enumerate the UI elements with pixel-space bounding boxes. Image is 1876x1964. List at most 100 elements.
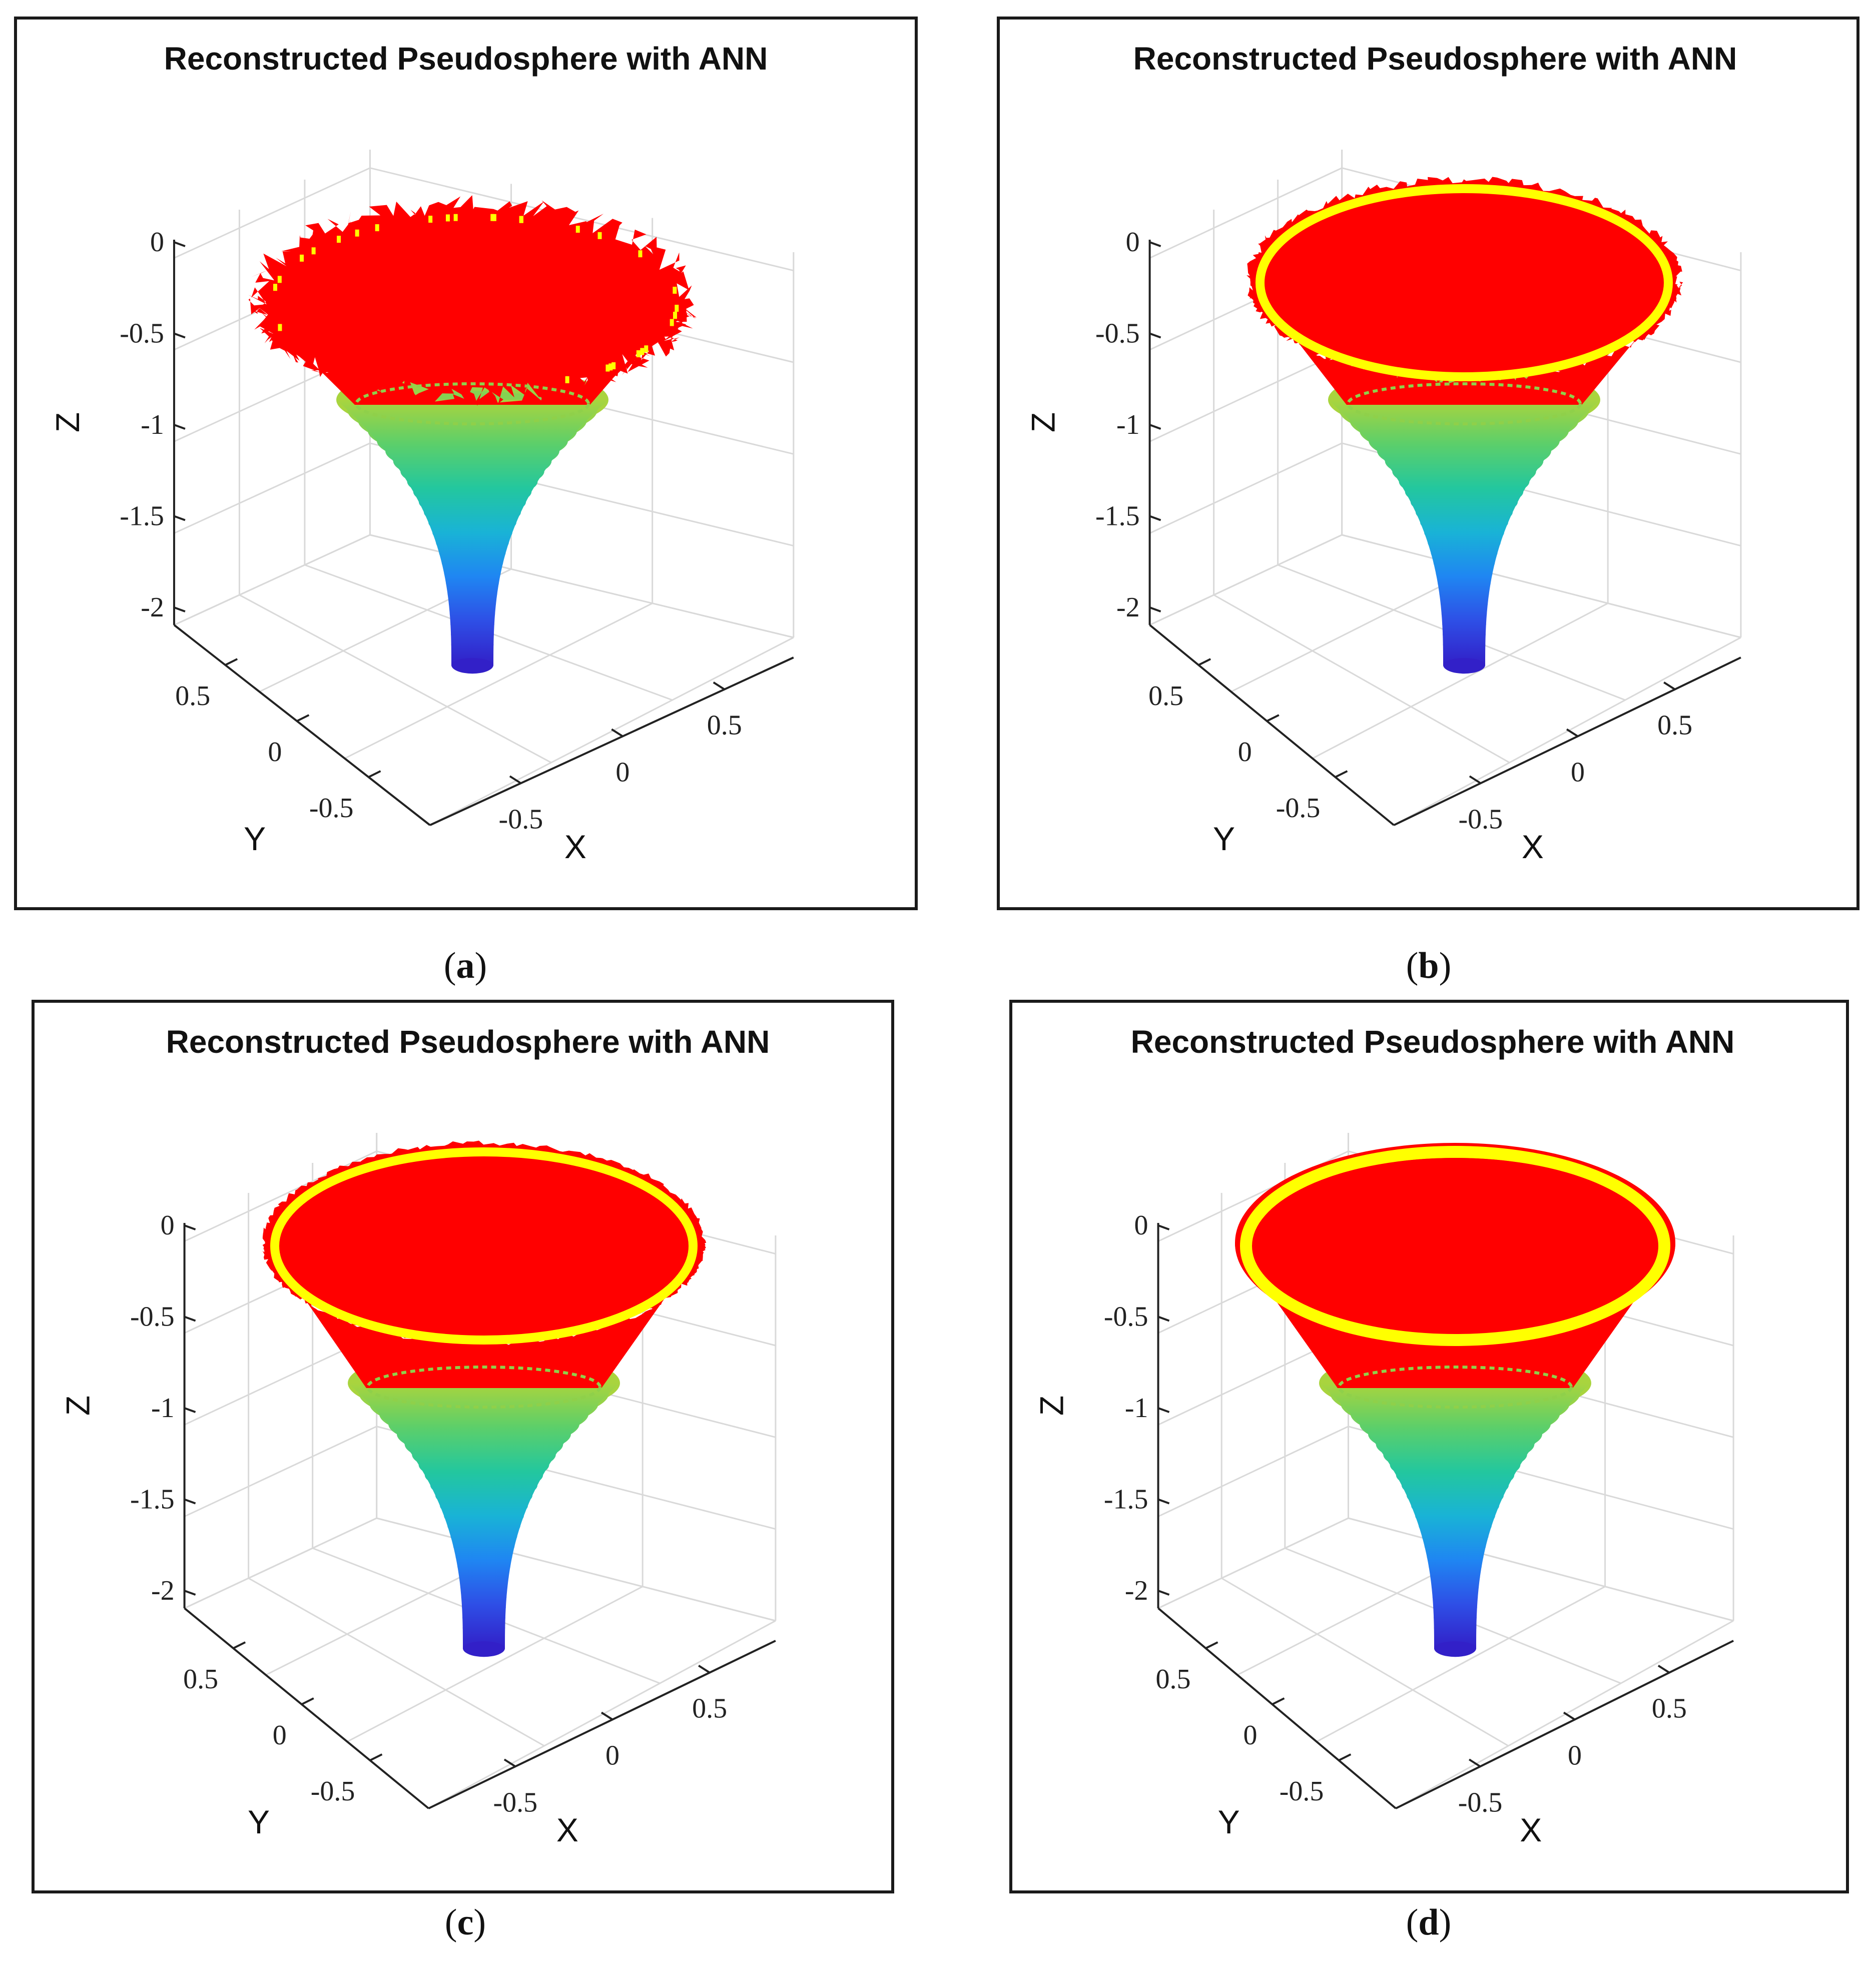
- grid-line: [1157, 1517, 1349, 1609]
- z-tick-label: 0: [161, 1210, 175, 1241]
- surface-body: [1319, 1383, 1591, 1648]
- surface-speckle: [638, 250, 643, 258]
- z-tick: [184, 1407, 196, 1413]
- surface-speckle: [311, 247, 316, 255]
- z-tick: [184, 1498, 196, 1505]
- surface-transition: [1338, 1366, 1573, 1409]
- surface-ring: [1240, 1146, 1670, 1346]
- y-axis-label: Y: [1213, 820, 1235, 857]
- x-tick-label: 0.5: [692, 1693, 727, 1724]
- chart-b: Reconstructed Pseudosphere with ANN 0 -0.5…: [1025, 41, 1742, 865]
- surface-speckle: [565, 376, 569, 383]
- caption-a: (a): [443, 945, 487, 986]
- axes: [1157, 1223, 1734, 1809]
- grid: [1157, 1133, 1734, 1809]
- grid-line: [1149, 534, 1343, 626]
- z-tick-label: -1: [151, 1393, 175, 1424]
- surface-transition: [1347, 382, 1582, 425]
- x-axis: [1395, 1640, 1734, 1809]
- chart-title: Reconstructed Pseudosphere with ANN: [166, 1024, 770, 1060]
- z-tick-label: -0.5: [130, 1301, 175, 1333]
- pseudosphere-surface: [1246, 177, 1683, 674]
- z-tick-label: -2: [1125, 1575, 1148, 1606]
- surface-speckle: [519, 216, 523, 223]
- x-tick: [600, 1711, 613, 1721]
- surface-speckle: [337, 236, 341, 243]
- surface-speckle: [670, 319, 674, 326]
- surface-body: [348, 1383, 620, 1648]
- surface-speckle: [644, 345, 649, 353]
- z-tick-label: 0: [1126, 227, 1140, 258]
- surface-neck: [463, 1641, 505, 1655]
- y-tick: [1205, 1641, 1218, 1649]
- y-tick: [301, 1697, 314, 1705]
- x-tick-label: 0.5: [1657, 710, 1692, 741]
- z-tick-label: -1: [1125, 1393, 1148, 1424]
- y-tick-label: 0.5: [183, 1664, 218, 1695]
- surface-speckle: [636, 350, 641, 357]
- z-tick-label: -1.5: [120, 501, 164, 532]
- surface-speckle: [611, 362, 616, 370]
- surface-speckle: [300, 254, 304, 262]
- surface-speckle: [490, 214, 495, 221]
- grid-line: [174, 534, 371, 626]
- surface-top: [285, 1158, 683, 1328]
- y-axis-label: Y: [1218, 1803, 1240, 1840]
- x-axis-label: X: [556, 1811, 578, 1848]
- z-axis-label: Z: [49, 412, 86, 432]
- y-axis: [1157, 1607, 1397, 1809]
- z-tick: [1149, 515, 1161, 521]
- z-tick-label: -2: [141, 592, 164, 623]
- x-tick-label: -0.5: [1459, 804, 1503, 835]
- y-tick-label: 0: [1243, 1720, 1257, 1751]
- y-tick: [1266, 714, 1280, 722]
- y-tick: [368, 770, 381, 778]
- surface-speckle: [428, 216, 433, 223]
- grid-line: [1157, 1426, 1734, 1530]
- y-axis: [173, 624, 431, 826]
- panel-b: Reconstructed Pseudosphere with ANN 0 -0.5…: [997, 17, 1859, 910]
- x-tick-label: -0.5: [499, 804, 543, 835]
- z-tick: [174, 241, 186, 247]
- z-axis-label: Z: [1025, 412, 1062, 432]
- y-tick: [1335, 770, 1348, 778]
- y-axis: [184, 1607, 429, 1809]
- chart-a: Reconstructed Pseudosphere with ANN 0 -0.5…: [49, 41, 795, 865]
- grid-line: [174, 442, 794, 547]
- y-tick: [1338, 1753, 1352, 1761]
- y-tick: [1198, 658, 1211, 666]
- surface-neck: [451, 658, 493, 672]
- surface-transition: [355, 382, 590, 425]
- surface-speckle: [278, 324, 282, 331]
- chart-title: Reconstructed Pseudosphere with ANN: [1133, 41, 1737, 77]
- x-axis-label: X: [1520, 1811, 1542, 1848]
- y-tick-label: -0.5: [1276, 793, 1321, 824]
- x-tick: [503, 1758, 516, 1767]
- surface-ring: [1256, 184, 1673, 381]
- surface-flare: [1247, 281, 1683, 405]
- x-tick: [698, 1664, 711, 1674]
- y-tick: [1272, 1697, 1285, 1705]
- surface-speckle: [597, 232, 602, 239]
- caption-d: (d): [1406, 1902, 1452, 1943]
- z-tick-label: -1: [1116, 409, 1140, 440]
- x-tick-label: 0.5: [1652, 1693, 1687, 1724]
- axes: [1148, 240, 1741, 826]
- grid-line: [1230, 568, 1476, 693]
- surface-speckle: [277, 276, 282, 283]
- y-axis: [1149, 624, 1395, 826]
- panel-c: Reconstructed Pseudosphere with ANN 0 -0.5…: [32, 1000, 894, 1893]
- grid-line: [1213, 594, 1510, 764]
- z-tick-label: -1: [141, 409, 164, 440]
- surface-speckle: [273, 284, 277, 291]
- z-tick: [184, 1316, 196, 1322]
- y-tick-label: -0.5: [1280, 1776, 1324, 1807]
- grid-line: [370, 534, 794, 638]
- x-axis-label: X: [564, 828, 586, 865]
- surface-top: [1270, 195, 1658, 365]
- z-tick: [1157, 1316, 1170, 1322]
- x-tick-label: -0.5: [493, 1787, 538, 1818]
- plot-area-d: Reconstructed Pseudosphere with ANN 0 -0.5…: [1033, 1024, 1735, 1848]
- x-tick-label: 0.5: [707, 710, 742, 741]
- pseudosphere-surface: [248, 195, 697, 674]
